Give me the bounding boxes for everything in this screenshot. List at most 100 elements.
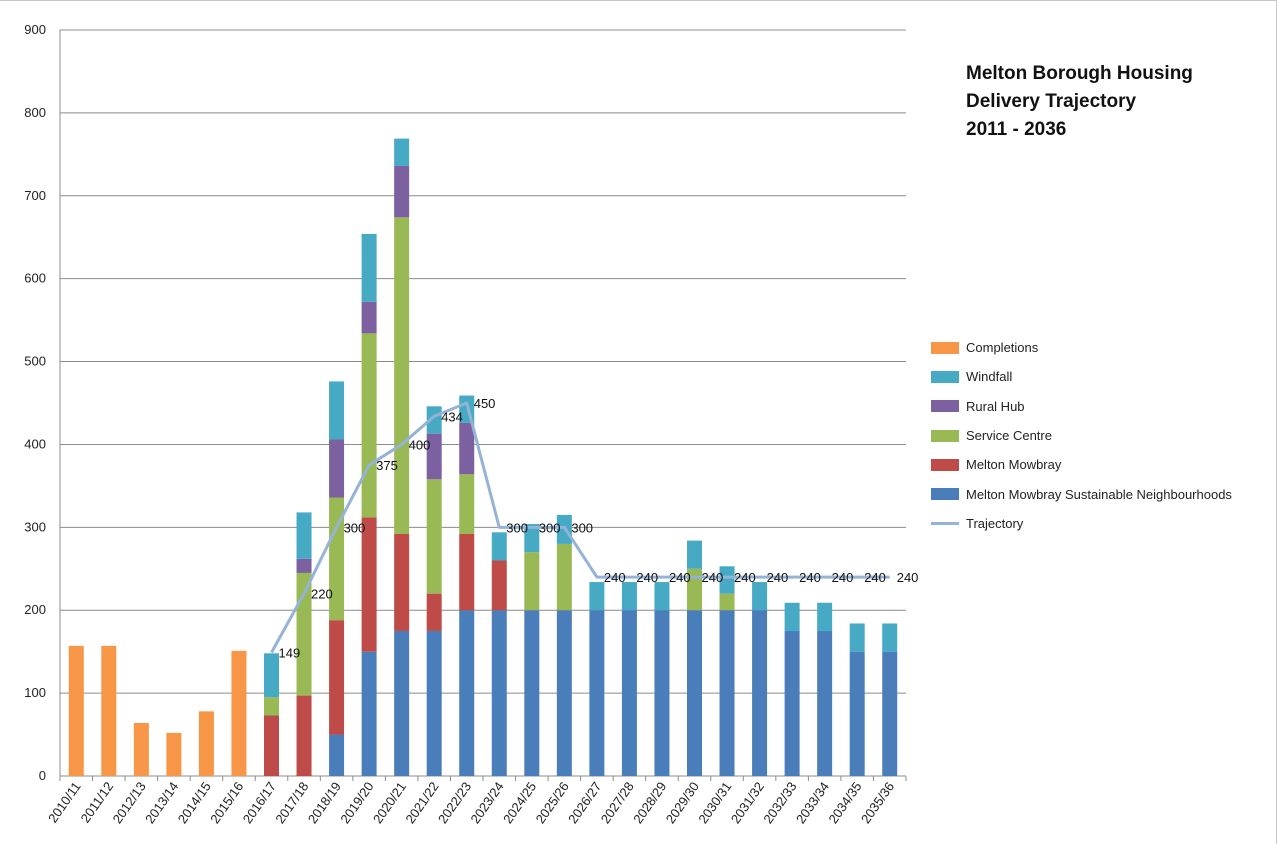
bar-service-centre xyxy=(556,543,572,611)
bar-service-centre xyxy=(719,593,735,611)
legend-item: Melton Mowbray xyxy=(931,450,1271,479)
x-tick-label: 2010/11 xyxy=(45,779,84,825)
bar-melton-mowbray-sustainable-neighbourhoods xyxy=(524,610,540,776)
bar-service-centre xyxy=(524,552,540,611)
bar-windfall xyxy=(817,602,833,631)
y-tick-label: 600 xyxy=(24,271,46,286)
trajectory-line xyxy=(270,401,890,654)
bar-windfall xyxy=(589,582,605,611)
bar-melton-mowbray-sustainable-neighbourhoods xyxy=(394,630,410,776)
trajectory-data-label: 240 xyxy=(669,570,691,585)
bar-melton-mowbray xyxy=(264,715,279,776)
trajectory-data-label: 240 xyxy=(767,570,789,585)
bar-rural-hub xyxy=(329,439,345,498)
legend-swatch xyxy=(931,370,959,383)
legend-label: Melton Mowbray xyxy=(966,457,1062,473)
bar-windfall xyxy=(361,233,377,302)
legend-label: Melton Mowbray Sustainable Neighbourhood… xyxy=(966,486,1232,502)
bar-rural-hub xyxy=(394,165,410,218)
bar-melton-mowbray xyxy=(426,593,442,631)
trajectory-data-label: 240 xyxy=(897,570,919,585)
trajectory-data-label: 434 xyxy=(441,409,463,424)
bar-melton-mowbray-sustainable-neighbourhoods xyxy=(329,734,345,776)
trajectory-data-label: 240 xyxy=(604,570,626,585)
bar-windfall xyxy=(296,512,312,559)
bar-completions xyxy=(166,732,182,776)
bar-windfall xyxy=(882,623,898,652)
trajectory-data-label: 220 xyxy=(311,587,333,602)
bar-windfall xyxy=(264,653,279,698)
legend-swatch xyxy=(931,521,959,525)
bar-melton-mowbray-sustainable-neighbourhoods xyxy=(491,610,507,776)
bar-melton-mowbray xyxy=(394,533,410,631)
legend-item: Melton Mowbray Sustainable Neighbourhood… xyxy=(931,479,1271,508)
trajectory-data-label: 240 xyxy=(702,570,724,585)
legend-swatch xyxy=(931,429,959,442)
bar-melton-mowbray-sustainable-neighbourhoods xyxy=(426,630,442,776)
bar-service-centre xyxy=(296,572,312,696)
trajectory-data-label: 149 xyxy=(279,645,301,660)
bar-service-centre xyxy=(361,333,377,518)
title-line-3: 2011 - 2036 xyxy=(966,119,1067,140)
bar-melton-mowbray xyxy=(296,695,312,776)
trajectory-data-label: 300 xyxy=(571,520,593,535)
bar-melton-mowbray-sustainable-neighbourhoods xyxy=(882,651,898,776)
trajectory-data-label: 300 xyxy=(506,520,528,535)
trajectory-data-label: 240 xyxy=(734,570,756,585)
bar-windfall xyxy=(752,582,768,611)
trajectory-data-label: 240 xyxy=(636,570,658,585)
y-tick-label: 800 xyxy=(24,105,46,120)
legend-label: Service Centre xyxy=(966,428,1052,444)
bar-windfall xyxy=(394,138,410,166)
legend-item: Trajectory xyxy=(931,509,1271,538)
trajectory-data-label: 240 xyxy=(864,570,886,585)
x-tick-label: 2035/36 xyxy=(858,779,897,826)
bar-melton-mowbray-sustainable-neighbourhoods xyxy=(687,610,702,776)
bar-service-centre xyxy=(329,497,345,621)
y-tick-label: 300 xyxy=(24,519,46,534)
bar-melton-mowbray-sustainable-neighbourhoods xyxy=(556,610,572,776)
bar-melton-mowbray-sustainable-neighbourhoods xyxy=(459,610,475,776)
bar-windfall xyxy=(849,623,865,652)
trajectory-data-label: 300 xyxy=(539,520,561,535)
legend-label: Windfall xyxy=(966,369,1013,385)
y-tick-label: 100 xyxy=(24,685,46,700)
bar-windfall xyxy=(687,540,702,569)
bar-completions xyxy=(198,711,214,776)
legend-swatch xyxy=(931,341,959,354)
y-tick-label: 200 xyxy=(24,602,46,617)
bar-melton-mowbray-sustainable-neighbourhoods xyxy=(361,651,377,776)
bar-completions xyxy=(231,650,247,776)
trajectory-data-label: 375 xyxy=(376,458,398,473)
bar-completions xyxy=(68,645,84,776)
bar-melton-mowbray-sustainable-neighbourhoods xyxy=(654,610,670,776)
bar-melton-mowbray-sustainable-neighbourhoods xyxy=(589,610,605,776)
legend-label: Rural Hub xyxy=(966,398,1025,414)
bar-melton-mowbray-sustainable-neighbourhoods xyxy=(849,651,865,776)
legend: Completions Windfall Rural Hub Service Cent… xyxy=(931,333,1271,538)
bar-windfall xyxy=(329,381,345,440)
trajectory-data-label: 240 xyxy=(832,570,854,585)
bar-rural-hub xyxy=(459,422,475,475)
legend-label: Completions xyxy=(966,340,1039,356)
y-tick-label: 400 xyxy=(24,436,46,451)
bar-completions xyxy=(133,722,149,776)
y-tick-label: 700 xyxy=(24,188,46,203)
bar-service-centre xyxy=(394,217,410,534)
legend-label: Trajectory xyxy=(966,515,1024,531)
bar-rural-hub xyxy=(426,433,442,480)
bar-melton-mowbray xyxy=(491,560,507,611)
bar-windfall xyxy=(524,524,540,553)
bar-melton-mowbray xyxy=(459,533,475,611)
bar-windfall xyxy=(784,602,800,631)
legend-swatch xyxy=(931,458,959,471)
legend-item: Completions xyxy=(931,333,1271,362)
bar-melton-mowbray xyxy=(361,517,377,652)
bar-melton-mowbray-sustainable-neighbourhoods xyxy=(784,630,800,776)
chart-title: Melton Borough Housing Delivery Trajecto… xyxy=(966,60,1266,144)
legend-item: Service Centre xyxy=(931,421,1271,450)
y-tick-label: 0 xyxy=(39,768,46,783)
bar-rural-hub xyxy=(361,301,377,334)
bar-melton-mowbray-sustainable-neighbourhoods xyxy=(817,630,833,776)
